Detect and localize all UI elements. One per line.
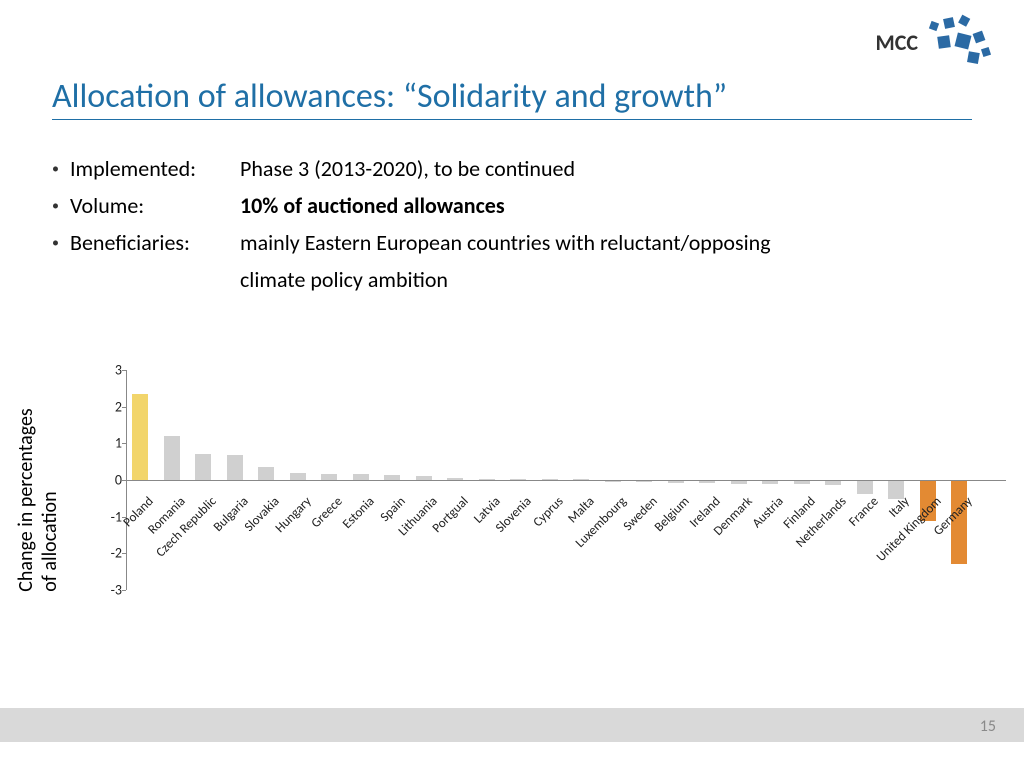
footer-bar (0, 708, 1024, 742)
chart-y-tick-label: 3 (94, 362, 122, 379)
chart-zero-line (126, 480, 1006, 481)
chart-bar (164, 436, 180, 480)
chart-x-category-label: Estonia (339, 494, 377, 532)
chart-bar (479, 479, 495, 480)
logo-icon (924, 14, 994, 70)
bullet-dot: • (52, 229, 62, 257)
chart-bar (605, 481, 621, 482)
chart-bar (132, 394, 148, 480)
chart-plot-area: -3-2-10123PolandRomaniaCzech RepublicBul… (94, 370, 994, 630)
bullet-item: • Implemented:Phase 3 (2013-2020), to be … (52, 155, 771, 183)
chart-y-tick-label: -2 (94, 545, 122, 562)
chart-bar (573, 479, 589, 480)
bullet-item: • Beneficiaries:mainly Eastern European c… (52, 229, 771, 257)
chart-bar (510, 479, 526, 480)
chart-x-category-label: France (846, 494, 882, 530)
chart-x-category-label: Greece (309, 494, 346, 531)
bullet-label: Beneficiaries: (70, 229, 240, 256)
chart-bar (731, 481, 747, 484)
logo: MCC (875, 14, 994, 70)
bullet-label: Implemented: (70, 155, 240, 182)
bullet-dot: • (52, 192, 62, 220)
bullet-label: Volume: (70, 192, 240, 219)
chart-bar (195, 454, 211, 480)
chart-bar (794, 481, 810, 484)
chart-bar (447, 478, 463, 480)
chart-y-axis-label: Change in percentagesof allocation (24, 370, 52, 630)
chart-bar (353, 474, 369, 480)
chart-y-tick-label: 1 (94, 435, 122, 452)
chart-bar (384, 475, 400, 481)
chart-y-tick-label: 2 (94, 398, 122, 415)
bullet-dot: • (52, 155, 62, 183)
chart-bar (227, 455, 243, 480)
chart-bar (699, 481, 715, 483)
bullet-body: Phase 3 (2013-2020), to be continued (240, 155, 575, 182)
bullet-list: • Implemented:Phase 3 (2013-2020), to be … (52, 155, 771, 293)
bullet-body-continuation: climate policy ambition (240, 266, 771, 293)
logo-text: MCC (875, 29, 918, 56)
bullet-item: • Volume:10% of auctioned allowances (52, 192, 771, 220)
chart-bar (416, 476, 432, 480)
chart-x-category-label: Cyprus (530, 494, 566, 530)
chart-bar (668, 481, 684, 483)
chart-bar (857, 481, 873, 494)
slide-title: Allocation of allowances: “Solidarity an… (52, 76, 972, 120)
bullet-body: 10% of auctioned allowances (240, 192, 505, 219)
chart-bar (542, 479, 558, 480)
allocation-chart: Change in percentagesof allocation -3 -2 -… (24, 370, 994, 630)
chart-bar (825, 481, 841, 485)
chart-bar (762, 481, 778, 484)
bullet-body: mainly Eastern European countries with r… (240, 229, 771, 256)
chart-y-tick-label: -1 (94, 508, 122, 525)
chart-bar (321, 474, 337, 480)
page-number: 15 (980, 717, 996, 736)
chart-bar (636, 481, 652, 482)
chart-y-tick-label: -3 (94, 582, 122, 599)
chart-x-category-label: Austria (750, 494, 787, 531)
chart-y-tick-label: 0 (94, 472, 122, 489)
chart-bar (290, 473, 306, 480)
chart-bar (258, 467, 274, 480)
chart-y-tick (122, 590, 126, 591)
